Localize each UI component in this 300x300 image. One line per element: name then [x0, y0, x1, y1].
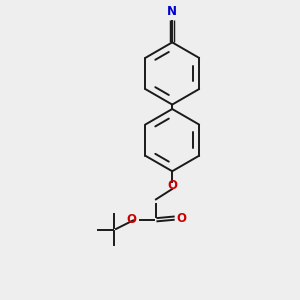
Text: O: O — [167, 179, 177, 192]
Text: N: N — [167, 5, 177, 18]
Text: O: O — [176, 212, 186, 224]
Text: O: O — [127, 213, 137, 226]
